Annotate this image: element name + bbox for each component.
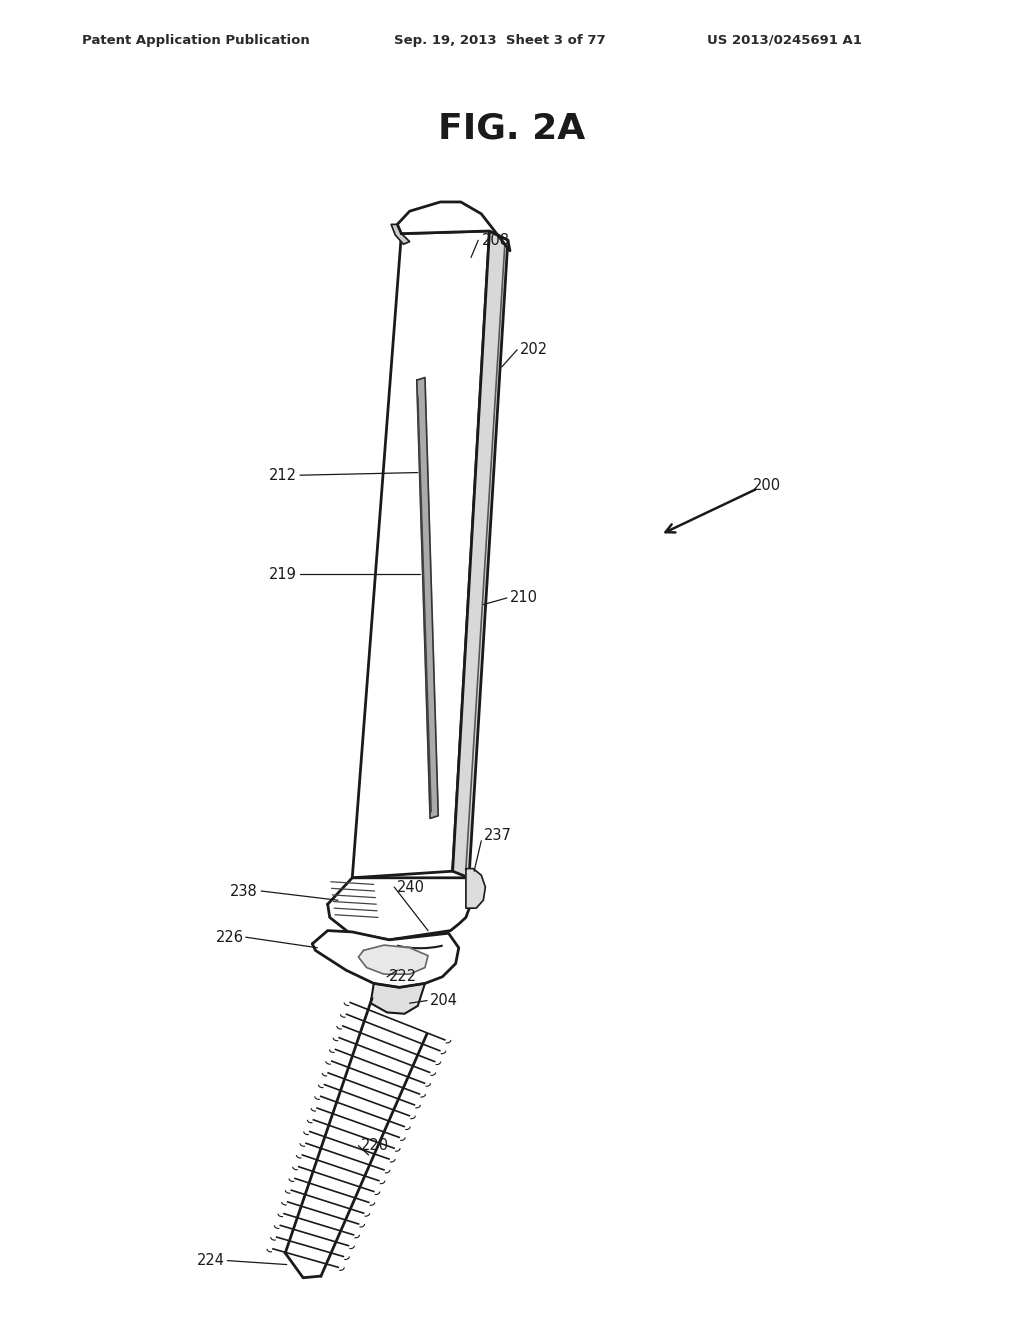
Polygon shape	[328, 878, 473, 940]
Polygon shape	[397, 202, 510, 251]
Polygon shape	[453, 231, 508, 878]
Text: US 2013/0245691 A1: US 2013/0245691 A1	[707, 33, 861, 46]
Text: 204: 204	[430, 993, 458, 1008]
Polygon shape	[417, 378, 438, 818]
Text: 240: 240	[397, 879, 425, 895]
Text: FIG. 2A: FIG. 2A	[438, 112, 586, 145]
Text: 238: 238	[230, 883, 258, 899]
Text: 224: 224	[198, 1253, 225, 1269]
Text: 237: 237	[484, 828, 512, 843]
Text: 200: 200	[753, 478, 780, 494]
Text: 202: 202	[520, 342, 548, 358]
Text: 219: 219	[269, 566, 297, 582]
Polygon shape	[466, 869, 485, 908]
Polygon shape	[286, 999, 427, 1276]
Text: 220: 220	[360, 1138, 388, 1154]
Text: 226: 226	[216, 929, 244, 945]
Polygon shape	[312, 931, 459, 987]
Text: Patent Application Publication: Patent Application Publication	[82, 33, 309, 46]
Text: 212: 212	[269, 467, 297, 483]
Text: 222: 222	[389, 969, 417, 985]
Text: Sep. 19, 2013  Sheet 3 of 77: Sep. 19, 2013 Sheet 3 of 77	[394, 33, 606, 46]
Text: 210: 210	[510, 590, 538, 606]
Polygon shape	[352, 231, 489, 878]
Polygon shape	[358, 945, 428, 974]
Text: 208: 208	[482, 232, 510, 248]
Polygon shape	[371, 983, 425, 1014]
Polygon shape	[391, 224, 410, 244]
